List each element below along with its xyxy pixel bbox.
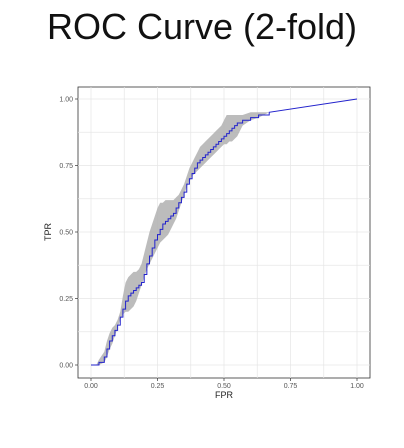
y-tick-label: 0.75 <box>59 163 73 170</box>
x-ticks: 0.00 0.25 0.50 0.75 1.00 <box>84 378 364 390</box>
y-tick-label: 0.25 <box>59 296 73 303</box>
roc-curve-line <box>91 98 358 366</box>
roc-curve <box>91 98 358 366</box>
y-ticks: 0.00 0.25 0.50 0.75 1.00 <box>59 97 78 370</box>
grid-lines <box>78 87 370 378</box>
x-axis-label: FPR <box>215 390 234 400</box>
x-tick-label: 0.00 <box>84 383 98 390</box>
y-tick-label: 0.50 <box>59 230 73 237</box>
y-tick-label: 1.00 <box>59 97 73 104</box>
x-tick-label: 1.00 <box>350 383 364 390</box>
x-tick-label: 0.75 <box>284 383 298 390</box>
chart-title: ROC Curve (2-fold) <box>46 6 358 47</box>
y-tick-label: 0.00 <box>59 363 73 370</box>
x-tick-label: 0.50 <box>217 383 231 390</box>
y-axis-label: TPR <box>43 222 53 241</box>
x-tick-label: 0.25 <box>151 383 165 390</box>
